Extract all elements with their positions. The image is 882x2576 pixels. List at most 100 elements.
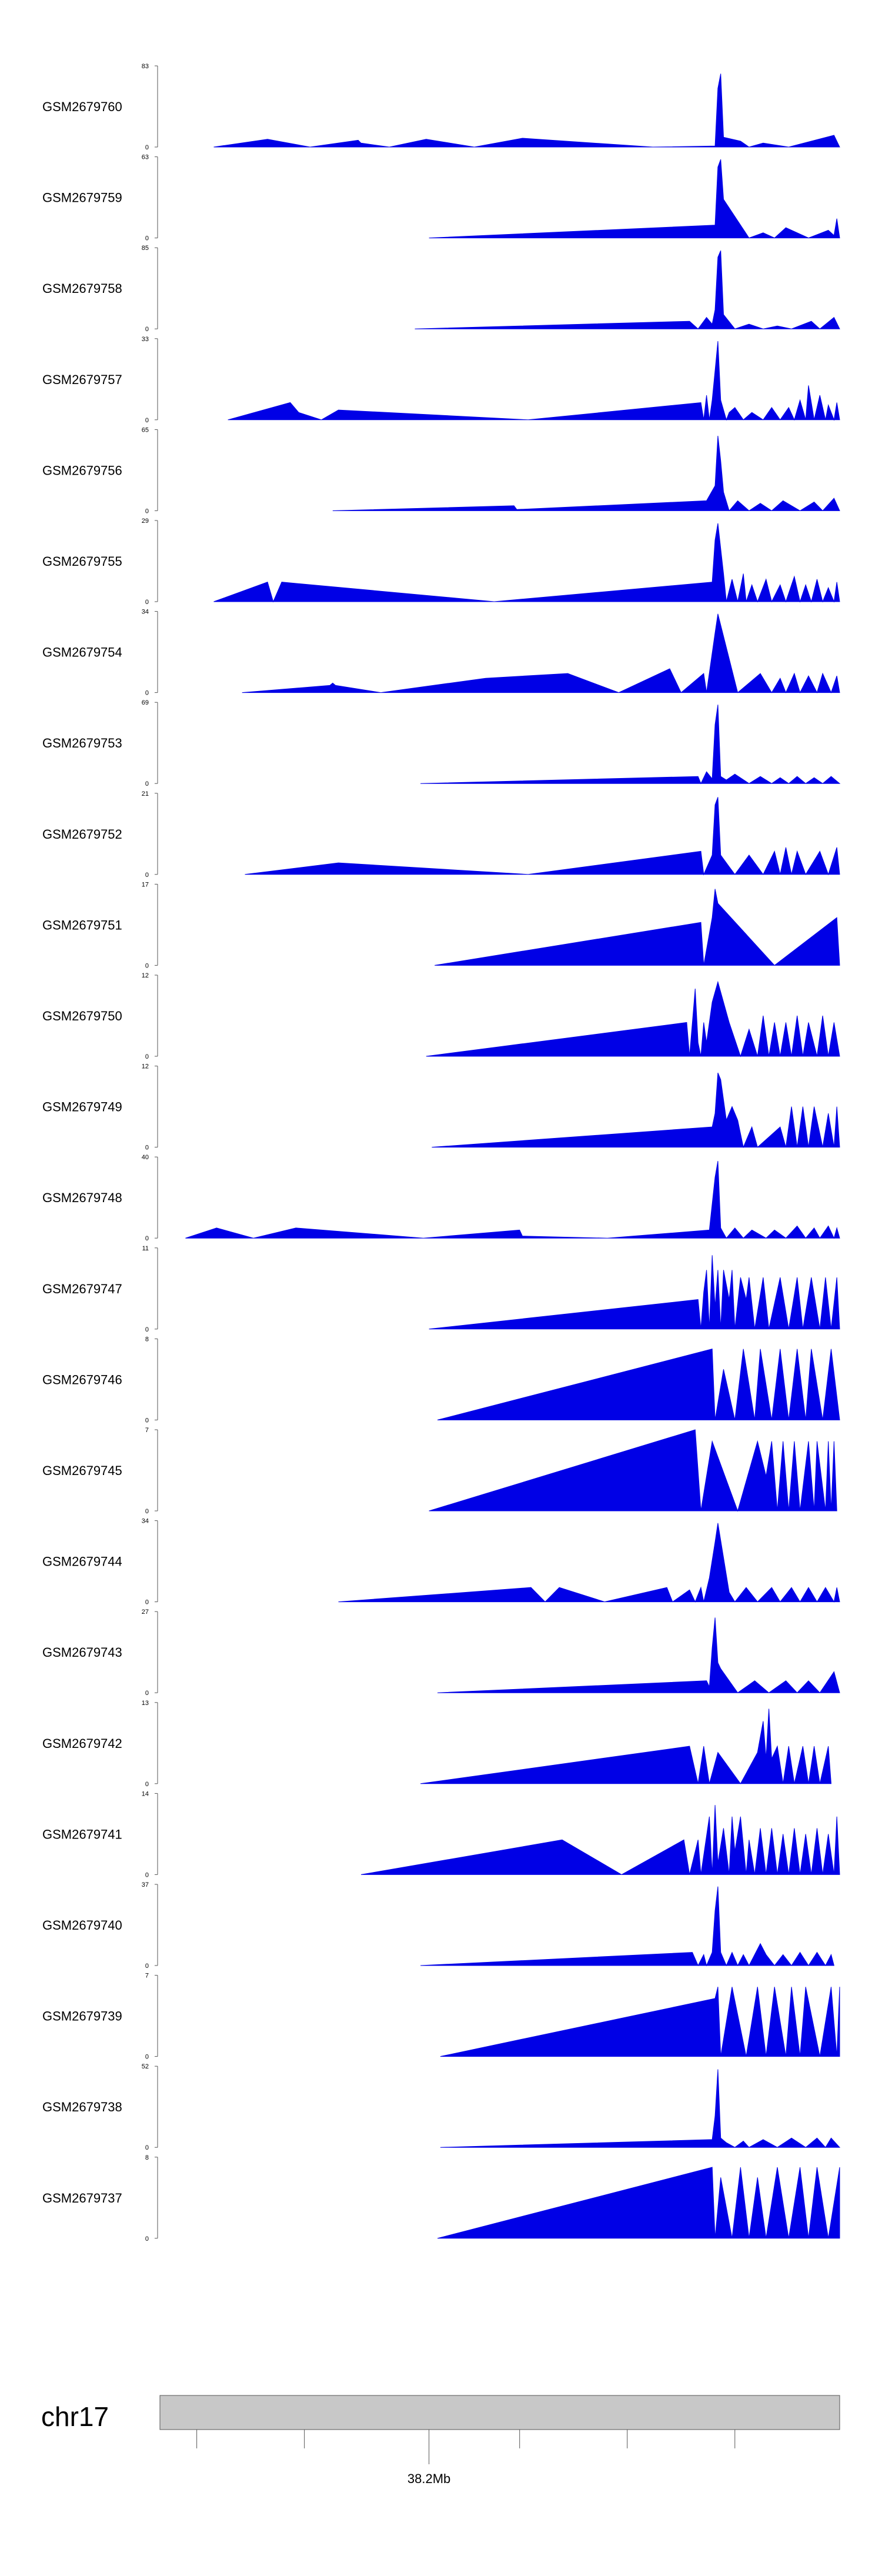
coverage-area (185, 1161, 840, 1239)
y-max-label: 13 (142, 1700, 149, 1707)
track-GSM2679738: GSM2679738 52 0 (42, 2063, 841, 2151)
y-max-label: 7 (145, 1427, 149, 1434)
track-GSM2679747: GSM2679747 11 0 (42, 1245, 840, 1333)
y-max-label: 12 (142, 1063, 149, 1070)
track-label: GSM2679751 (42, 917, 122, 932)
coverage-area (437, 1349, 840, 1420)
track-GSM2679746: GSM2679746 8 0 (42, 1336, 840, 1424)
y-zero-label: 0 (145, 1871, 149, 1878)
position-label: 38.2Mb (407, 2471, 450, 2486)
coverage-area (426, 980, 840, 1057)
y-zero-label: 0 (145, 599, 149, 606)
coverage-area (429, 159, 840, 239)
y-zero-label: 0 (145, 1417, 149, 1424)
chromosome-ideogram: chr17 38.2Mb (41, 2395, 840, 2486)
track-label: GSM2679747 (42, 1282, 122, 1296)
track-GSM2679744: GSM2679744 34 0 (42, 1518, 840, 1606)
y-max-label: 11 (142, 1245, 149, 1252)
y-zero-label: 0 (145, 144, 149, 151)
y-zero-label: 0 (145, 1235, 149, 1242)
y-zero-label: 0 (145, 1144, 149, 1152)
y-max-label: 17 (142, 881, 149, 888)
y-max-label: 34 (142, 1518, 149, 1525)
coverage-area (415, 250, 840, 329)
y-zero-label: 0 (145, 1326, 149, 1333)
y-zero-label: 0 (145, 326, 149, 333)
y-zero-label: 0 (145, 508, 149, 515)
y-zero-label: 0 (145, 235, 149, 242)
track-label: GSM2679760 (42, 99, 122, 114)
track-label: GSM2679739 (42, 2009, 122, 2024)
y-max-label: 14 (142, 1790, 149, 1797)
track-GSM2679750: GSM2679750 12 0 (42, 972, 840, 1060)
track-GSM2679752: GSM2679752 21 0 (42, 790, 840, 879)
track-label: GSM2679757 (42, 372, 122, 387)
track-label: GSM2679753 (42, 736, 122, 750)
y-zero-label: 0 (145, 2235, 149, 2243)
track-GSM2679758: GSM2679758 85 0 (42, 245, 840, 333)
y-max-label: 8 (145, 2154, 149, 2161)
track-GSM2679760: GSM2679760 83 0 (42, 63, 840, 151)
y-zero-label: 0 (145, 1599, 149, 1606)
coverage-area (360, 1805, 840, 1875)
coverage-area (437, 2167, 840, 2239)
genome-ruler (160, 2429, 840, 2464)
y-zero-label: 0 (145, 1508, 149, 1515)
y-zero-label: 0 (145, 2054, 149, 2061)
y-max-label: 69 (142, 699, 149, 706)
track-label: GSM2679745 (42, 1463, 122, 1478)
coverage-area (429, 1429, 837, 1512)
y-max-label: 33 (142, 336, 149, 343)
y-max-label: 37 (142, 1881, 149, 1888)
y-zero-label: 0 (145, 872, 149, 879)
y-max-label: 52 (142, 2063, 149, 2070)
track-label: GSM2679758 (42, 281, 122, 296)
coverage-area (213, 523, 840, 603)
y-max-label: 29 (142, 518, 149, 525)
track-GSM2679759: GSM2679759 63 0 (42, 154, 840, 242)
y-zero-label: 0 (145, 690, 149, 697)
track-label: GSM2679741 (42, 1827, 122, 1841)
track-GSM2679754: GSM2679754 34 0 (42, 609, 840, 697)
y-zero-label: 0 (145, 2144, 149, 2151)
track-label: GSM2679755 (42, 554, 122, 569)
y-max-label: 7 (145, 1973, 149, 1980)
y-max-label: 65 (142, 426, 149, 433)
track-GSM2679753: GSM2679753 69 0 (42, 699, 841, 788)
y-zero-label: 0 (145, 962, 149, 969)
y-zero-label: 0 (145, 1690, 149, 1697)
coverage-area (437, 1617, 840, 1693)
coverage-area (245, 797, 840, 876)
track-GSM2679742: GSM2679742 13 0 (42, 1700, 832, 1788)
track-label: GSM2679748 (42, 1190, 122, 1205)
track-GSM2679757: GSM2679757 33 0 (42, 336, 840, 424)
track-label: GSM2679749 (42, 1100, 122, 1115)
track-label: GSM2679743 (42, 1645, 122, 1660)
track-label: GSM2679759 (42, 191, 122, 205)
coverage-area (420, 1709, 832, 1784)
track-GSM2679751: GSM2679751 17 0 (42, 881, 840, 969)
y-zero-label: 0 (145, 1781, 149, 1788)
track-GSM2679741: GSM2679741 14 0 (42, 1790, 840, 1878)
track-label: GSM2679746 (42, 1372, 122, 1387)
coverage-area (332, 435, 840, 512)
ideogram-bar (159, 2395, 840, 2430)
track-label: GSM2679754 (42, 645, 122, 660)
coverage-area (432, 1072, 840, 1149)
y-max-label: 40 (142, 1154, 149, 1161)
y-max-label: 34 (142, 609, 149, 616)
coverage-area (440, 2069, 841, 2148)
y-zero-label: 0 (145, 1053, 149, 1060)
y-max-label: 8 (145, 1336, 149, 1343)
track-label: GSM2679750 (42, 1009, 122, 1023)
track-label: GSM2679740 (42, 1918, 122, 1933)
y-zero-label: 0 (145, 780, 149, 788)
y-zero-label: 0 (145, 417, 149, 424)
track-label: GSM2679752 (42, 827, 122, 842)
track-GSM2679739: GSM2679739 7 0 (42, 1973, 840, 2061)
coverage-area (429, 1255, 840, 1330)
track-list: GSM2679760830GSM2679759630GSM2679758850G… (42, 63, 841, 2243)
track-GSM2679749: GSM2679749 12 0 (42, 1063, 840, 1152)
track-GSM2679755: GSM2679755 29 0 (42, 518, 840, 606)
